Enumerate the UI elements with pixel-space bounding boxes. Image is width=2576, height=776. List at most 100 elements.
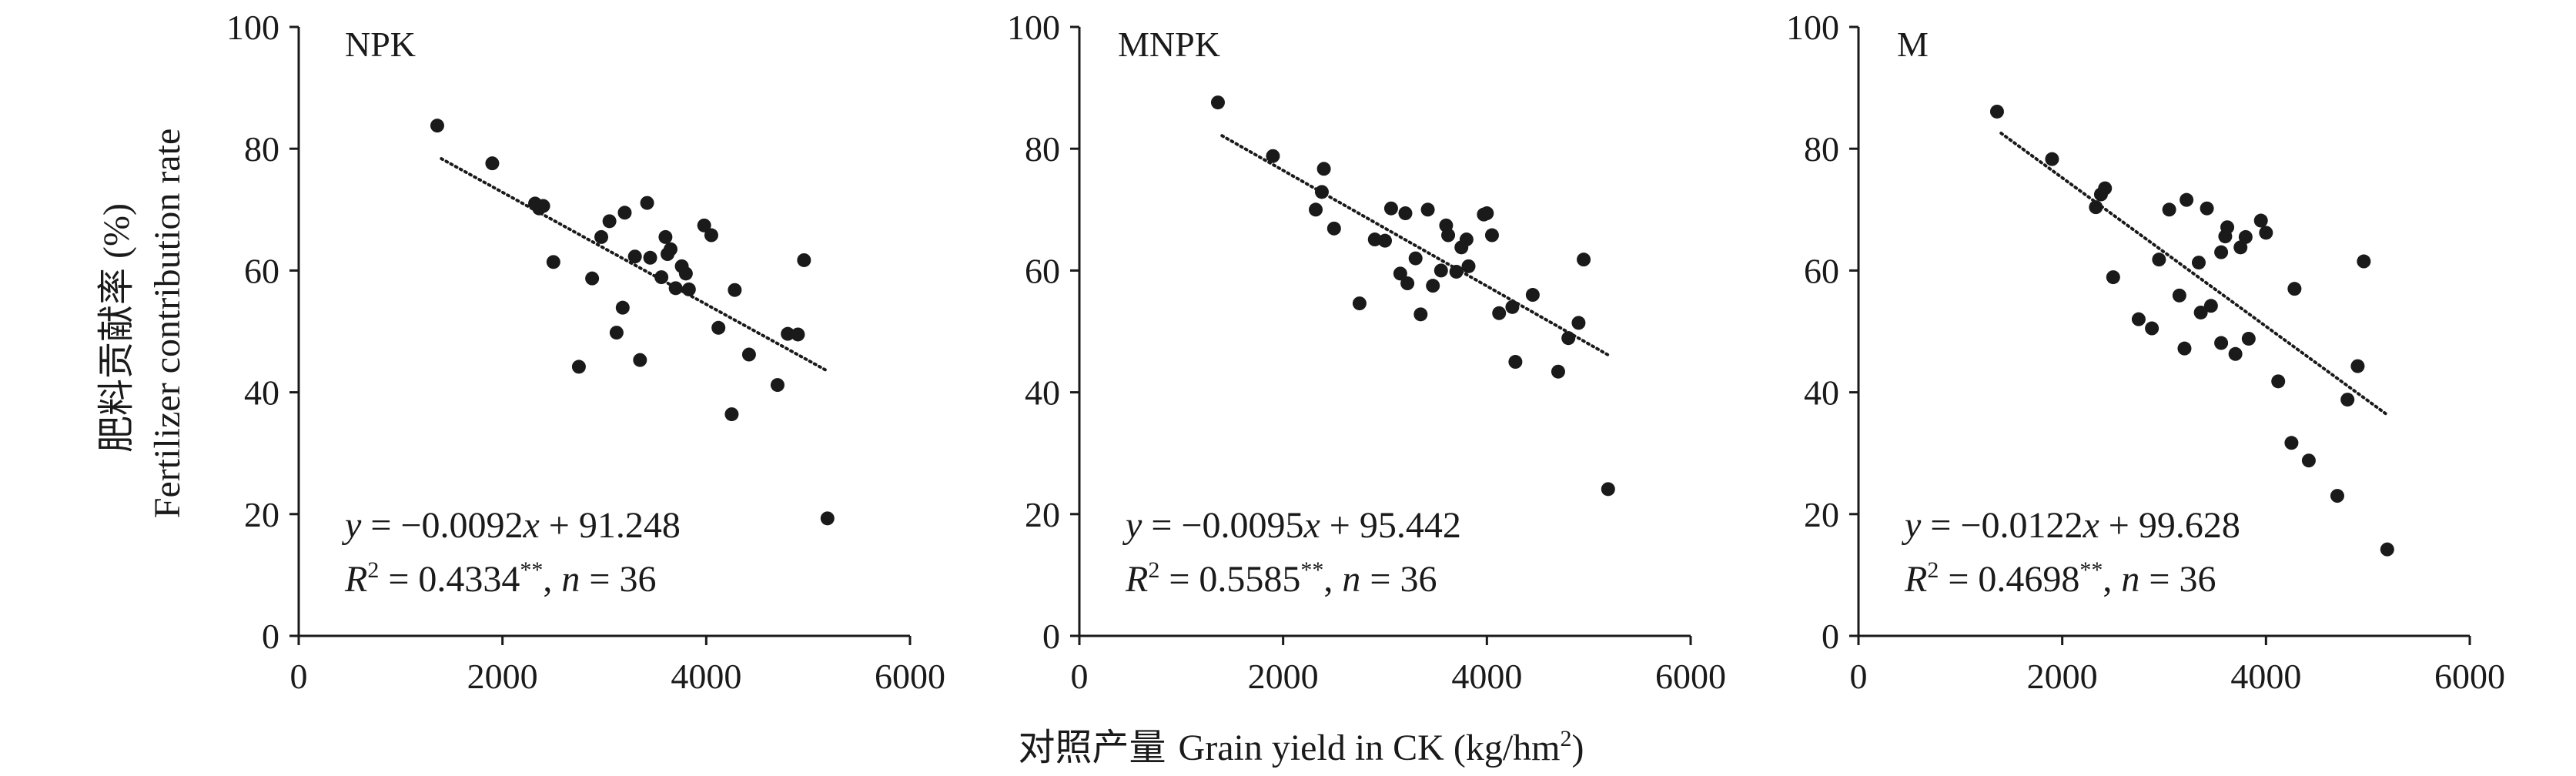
x-tick-label: 2000 [1248,657,1319,696]
data-point [2214,245,2229,259]
n-var: n [561,559,580,600]
data-point [602,214,617,229]
x-ticks: 0 2000 4000 6000 [1071,636,1726,696]
data-point [627,249,642,264]
r-sup: 2 [1927,557,1939,583]
n-value: = 36 [2139,559,2216,600]
data-point [1484,228,1499,242]
equation-x-var: x [522,505,539,546]
data-point [594,229,609,244]
data-point [546,255,560,269]
r-var: R [1904,559,1927,600]
data-point [2233,240,2248,255]
y-tick-label: 0 [262,617,279,656]
x-tick-label: 6000 [2434,657,2505,696]
data-point [1316,162,1331,176]
data-point [485,156,500,171]
data-point [430,119,444,133]
r-var: R [344,559,367,600]
data-point [1266,149,1280,163]
data-point [1210,95,1225,110]
data-point [1601,482,1615,497]
data-point [791,327,805,342]
data-point [633,353,647,367]
data-point [711,320,726,335]
x-ticks: 0 2000 4000 6000 [290,636,945,696]
n-separator: , [2103,559,2121,600]
y-tick-label: 40 [244,373,279,413]
scatter-points [430,119,835,526]
data-point [781,326,795,341]
data-point [1449,264,1464,279]
y-axis-title: 肥料贡献率 (%) Fertilizer contribution rate [96,129,188,518]
data-point [1309,202,1323,217]
r-value: = 0.4698 [1939,559,2079,600]
data-point [640,196,654,210]
data-point [704,228,718,242]
r-squared-line: R2 = 0.5585**, n = 36 [1125,557,1437,600]
data-point [797,253,811,267]
data-point [724,407,739,422]
data-point [2380,542,2394,557]
y-tick-label: 100 [1007,8,1060,47]
data-point [741,347,756,362]
x-tick-label: 4000 [2230,657,2301,696]
y-tick-label: 40 [1025,373,1060,413]
data-point [536,199,550,213]
data-point [654,270,669,285]
data-point [2203,299,2218,313]
data-point [1571,316,1586,330]
data-point [2200,201,2214,216]
y-axis-title-en: Fertilizer contribution rate [147,129,188,518]
panel-npk: 0 20 40 60 80 100 0 2000 4000 6000 NPK y = −0.00… [226,8,945,696]
data-point [1314,185,1329,199]
data-point [585,271,600,286]
data-point [1378,233,1392,248]
y-tick-label: 40 [1804,373,1839,413]
data-point [1492,306,1507,320]
data-point [615,300,630,315]
y-axis-title-cn: 肥料贡献率 (%) [96,203,137,453]
data-point [2238,229,2253,244]
x-axis-title-sup: 2 [1560,726,1571,751]
x-ticks: 0 2000 4000 6000 [1850,636,2505,696]
scatter-points [1210,95,1615,497]
data-point [1434,263,1448,278]
data-point [2259,226,2273,240]
x-tick-label: 4000 [671,657,741,696]
r-sup: 2 [367,557,379,583]
data-point [2271,374,2286,389]
x-axis-title-cn: 对照产量 [1019,728,1166,768]
data-point [609,326,624,340]
equation-y-var: y [341,505,362,546]
equation-y-var: y [1122,505,1142,546]
data-point [2180,192,2194,207]
n-value: = 36 [1360,559,1437,600]
equation-x-var: x [2082,505,2099,546]
r-squared-line: R2 = 0.4698**, n = 36 [1904,557,2216,600]
equation-line: y = −0.0092x + 91.248 [341,505,681,546]
y-tick-label: 60 [244,251,279,290]
data-point [1413,307,1428,322]
equation-slope: = −0.0092 [361,505,523,546]
data-point [571,360,586,374]
data-point [2045,152,2059,166]
n-value: = 36 [580,559,656,600]
data-point [1505,299,1520,314]
data-point [2214,336,2229,350]
data-point [1393,266,1407,281]
significance-marker: ** [1300,557,1323,583]
panel-mnpk: 0 20 40 60 80 100 0 2000 4000 6000 MNPK y = −0.0… [1007,8,1726,696]
y-tick-label: 80 [1804,129,1839,169]
data-point [820,511,835,526]
y-tick-label: 80 [1025,129,1060,169]
x-tick-label: 0 [1071,657,1089,696]
data-point [2284,436,2299,450]
panel-title: M [1897,25,1929,64]
y-tick-label: 20 [1804,495,1839,534]
y-tick-label: 60 [1804,251,1839,290]
data-point [2191,256,2206,270]
n-separator: , [543,559,561,600]
y-ticks: 0 20 40 60 80 100 [1786,8,1858,656]
data-point [2131,312,2146,326]
